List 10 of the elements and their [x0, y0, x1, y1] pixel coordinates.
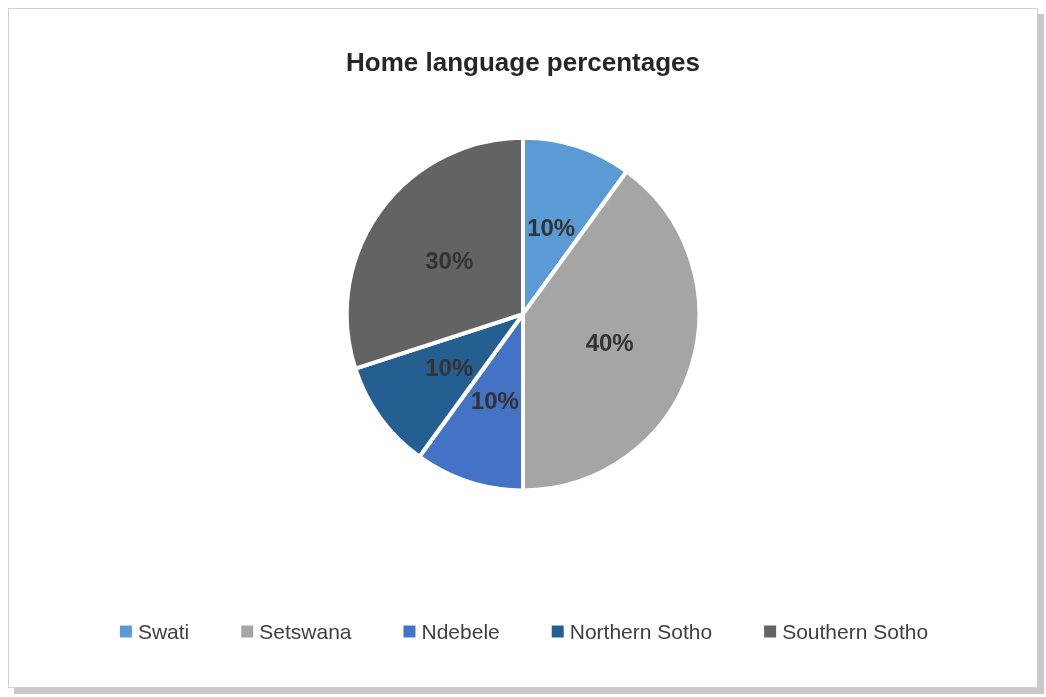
legend-label: Southern Sotho: [782, 620, 929, 643]
data-label: 10%: [425, 354, 474, 382]
chart-title: Home language percentages: [346, 47, 700, 77]
legend-label: Ndebele: [421, 620, 500, 643]
legend-label: Setswana: [259, 620, 352, 643]
legend-label: Northern Sotho: [569, 620, 713, 643]
data-label: 10%: [470, 387, 519, 415]
data-label: 40%: [585, 328, 634, 356]
legend-label: Swati: [137, 620, 190, 643]
data-label: 10%: [527, 213, 576, 241]
